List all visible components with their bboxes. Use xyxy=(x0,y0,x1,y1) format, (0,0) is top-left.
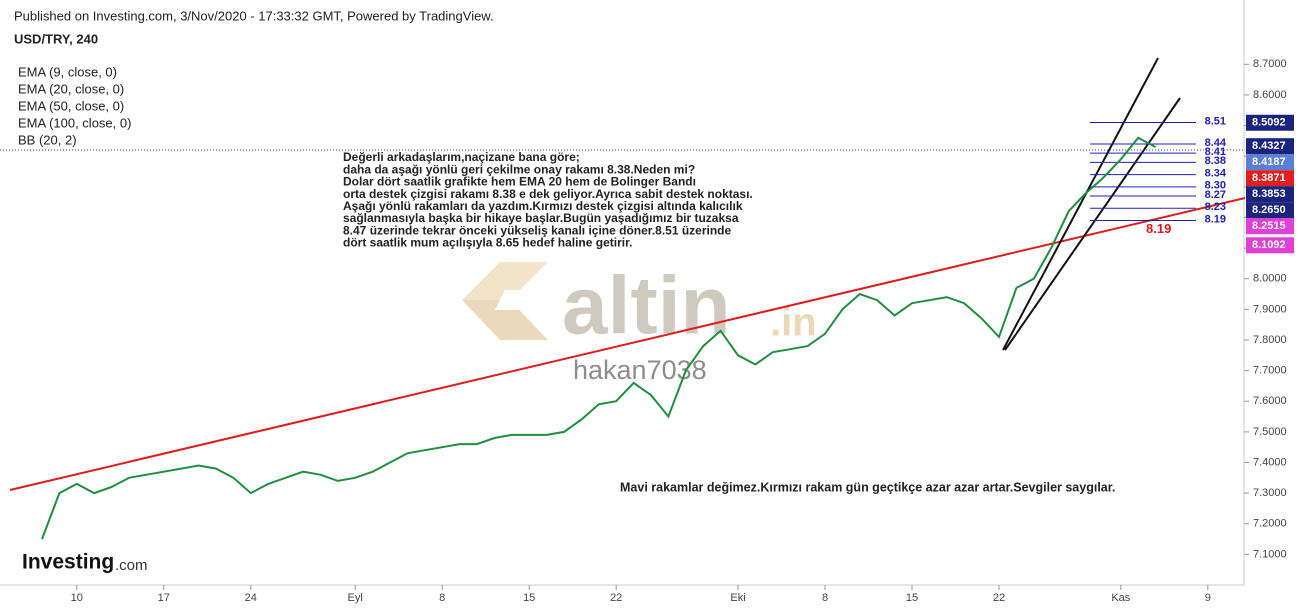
annotation-line: daha da aşağı yönlü geri çekilme onay ra… xyxy=(343,162,695,176)
price-label: 8.2650 xyxy=(1252,204,1286,216)
level-label: 8.44 xyxy=(1205,137,1227,149)
annotation-line: orta destek çizgisi rakamı 8.38 e dek ge… xyxy=(343,187,753,201)
x-tick-label: Eki xyxy=(730,592,745,604)
price-label-box xyxy=(1246,202,1294,219)
logo: Investing xyxy=(22,551,114,574)
price-label: 8.4327 xyxy=(1252,140,1286,152)
annotation-line: sağlanmasıyla başka bir hikaye başlar.Bu… xyxy=(343,211,739,225)
level-label: 8.23 xyxy=(1205,201,1226,213)
price-label-box xyxy=(1246,154,1294,171)
price-label-box xyxy=(1246,237,1294,254)
x-tick-label: 17 xyxy=(158,592,170,604)
y-tick-label: 7.9000 xyxy=(1253,303,1287,315)
level-label: 8.30 xyxy=(1205,180,1226,192)
legend-entry: EMA (20, close, 0) xyxy=(18,81,124,96)
watermark-brand: altin xyxy=(562,261,731,352)
y-tick-label: 7.3000 xyxy=(1253,487,1287,499)
y-tick-label: 7.7000 xyxy=(1253,365,1287,377)
price-label: 8.4187 xyxy=(1252,156,1286,168)
x-tick-label: Eyl xyxy=(348,592,363,604)
red-level-label: 8.19 xyxy=(1146,221,1171,236)
level-label: 8.27 xyxy=(1205,189,1226,201)
annotation-line: Dolar dört saatlik grafikte hem EMA 20 h… xyxy=(343,175,696,189)
trend-line xyxy=(9,197,1246,491)
x-tick-label: 10 xyxy=(71,592,83,604)
level-label: 8.51 xyxy=(1205,115,1226,127)
legend-entry: EMA (9, close, 0) xyxy=(18,64,117,79)
price-label-box xyxy=(1246,170,1294,187)
y-tick-label: 8.7000 xyxy=(1253,58,1287,70)
watermark-brand-suffix: .in xyxy=(770,301,817,345)
y-tick-label: 7.8000 xyxy=(1253,334,1287,346)
annotation-line: Değerli arkadaşlarım,naçizane bana göre; xyxy=(343,150,580,164)
price-label: 8.1092 xyxy=(1252,239,1286,251)
price-line xyxy=(41,136,1157,540)
level-label: 8.41 xyxy=(1205,146,1226,158)
legend-entry: BB (20, 2) xyxy=(18,132,77,147)
y-tick-label: 8.0000 xyxy=(1253,273,1287,285)
y-tick-label: 7.6000 xyxy=(1253,395,1287,407)
price-label-box xyxy=(1246,218,1294,235)
channel-line xyxy=(1004,97,1181,351)
y-tick-label: 7.5000 xyxy=(1253,426,1287,438)
x-tick-label: 8 xyxy=(439,592,445,604)
annotation-line: 8.47 üzerinde tekrar önceki yükseliş kan… xyxy=(343,223,732,237)
price-label: 8.2515 xyxy=(1252,220,1286,232)
x-tick-label: 9 xyxy=(1205,592,1211,604)
chart-title: USD/TRY, 240 xyxy=(14,31,98,46)
price-label-box xyxy=(1246,186,1294,203)
annotation-line: dört saatlik mum açılışıyla 8.65 hedef h… xyxy=(343,236,632,250)
published-note: Published on Investing.com, 3/Nov/2020 -… xyxy=(14,8,494,23)
watermark-user: hakan7038 xyxy=(573,355,707,385)
channel-line xyxy=(1002,57,1159,351)
y-tick-label: 7.2000 xyxy=(1253,518,1287,530)
price-label: 8.5092 xyxy=(1252,117,1286,129)
x-tick-label: 22 xyxy=(993,592,1005,604)
y-tick-label: 7.1000 xyxy=(1253,548,1287,560)
x-tick-label: 15 xyxy=(523,592,535,604)
bottom-note: Mavi rakamlar değimez.Kırmızı rakam gün … xyxy=(620,480,1115,494)
level-label: 8.38 xyxy=(1205,155,1226,167)
x-tick-label: 15 xyxy=(906,592,918,604)
y-tick-label: 7.4000 xyxy=(1253,456,1287,468)
x-tick-label: 24 xyxy=(245,592,257,604)
legend-entry: EMA (100, close, 0) xyxy=(18,115,131,130)
x-tick-label: 8 xyxy=(822,592,828,604)
level-label: 8.34 xyxy=(1205,167,1227,179)
level-label: 8.19 xyxy=(1205,213,1226,225)
price-label-box xyxy=(1246,138,1294,155)
x-tick-label: 22 xyxy=(610,592,622,604)
annotation-line: Aşağı yönlü rakamları da yazdım.Kırmızı … xyxy=(343,199,743,213)
x-tick-label: Kas xyxy=(1111,592,1130,604)
price-label-box xyxy=(1246,114,1294,131)
price-label: 8.3871 xyxy=(1252,172,1286,184)
legend-entry: EMA (50, close, 0) xyxy=(18,98,124,113)
logo-suffix: .com xyxy=(115,557,148,574)
y-tick-label: 8.6000 xyxy=(1253,89,1287,101)
price-label: 8.3853 xyxy=(1252,188,1286,200)
watermark-logo xyxy=(462,262,548,340)
